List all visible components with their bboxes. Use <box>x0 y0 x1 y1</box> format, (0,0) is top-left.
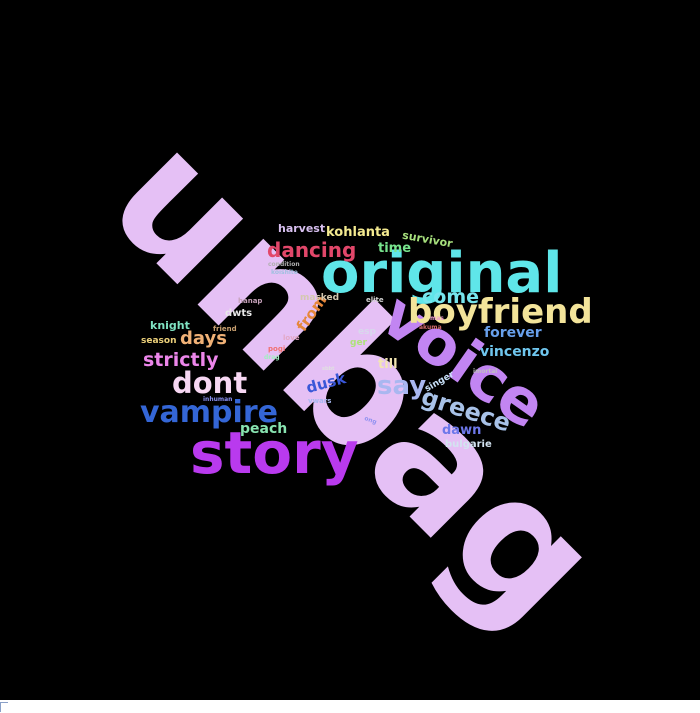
word-bulgarie: bulgarie <box>445 439 492 450</box>
word-elite: elite <box>366 296 384 304</box>
word-inhuman: inhuman <box>203 396 233 403</box>
word-dancing: dancing <box>267 238 357 262</box>
word-sbbt: sbbt <box>322 366 335 372</box>
word-story: story <box>190 419 359 487</box>
word-vincenzo: vincenzo <box>480 344 550 360</box>
word-forever: forever <box>484 325 542 341</box>
word-vampire: vampire <box>140 395 278 430</box>
word-masked: masked <box>300 293 340 303</box>
word-come: come <box>422 286 479 308</box>
word-vwars: vwars <box>308 397 332 405</box>
word-till: till <box>378 357 398 372</box>
word-strictly: strictly <box>143 349 219 371</box>
word-dawn: dawn <box>442 423 482 438</box>
word-dont: dont <box>172 366 248 400</box>
word-boyfriend: boyfriend <box>408 292 593 332</box>
word-days: days <box>180 328 227 349</box>
word-dwts: dwts <box>225 308 253 319</box>
word-peach: peach <box>240 421 288 437</box>
word-hanap: hanap <box>238 297 263 305</box>
word-drag: drag <box>264 354 280 361</box>
word-ger: ger <box>350 338 367 348</box>
corner-bracket-icon <box>0 702 8 712</box>
word-season: season <box>141 336 177 346</box>
word-mas: mas <box>430 315 444 322</box>
word-knight: knight <box>150 319 190 332</box>
word-friend: friend <box>213 325 237 333</box>
word-condition: condition <box>268 261 300 268</box>
word-kohlanta: kohlanta <box>326 225 390 240</box>
word-time: time <box>378 241 412 256</box>
word-imortal: imortal <box>473 368 498 375</box>
word-say: say <box>377 371 427 401</box>
word-harvest: harvest <box>278 222 326 235</box>
word-pogi: pogi <box>268 345 286 353</box>
word-original: original <box>321 241 563 306</box>
word-koishite: koishite <box>271 269 298 276</box>
word-love: love <box>283 334 300 342</box>
word-esp: esp <box>358 327 376 337</box>
bottom-strip <box>0 700 700 713</box>
word-akuma: akuma <box>419 324 442 331</box>
